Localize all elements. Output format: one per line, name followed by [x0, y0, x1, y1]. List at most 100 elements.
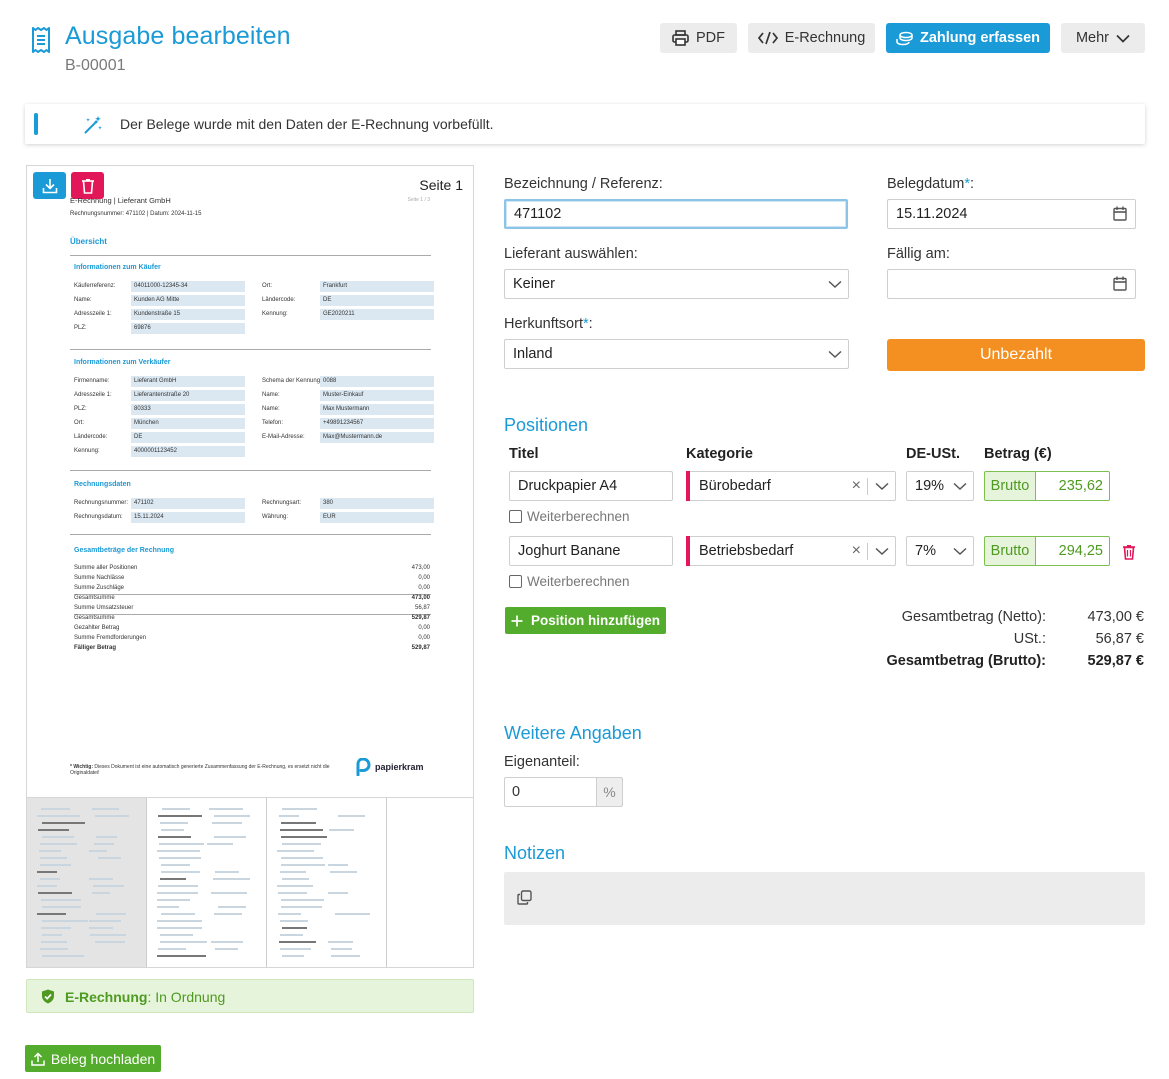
doc-total-label: Summe Umsatzsteuer [74, 605, 134, 611]
delete-document-button[interactable] [71, 172, 104, 199]
lieferant-label: Lieferant auswählen: [504, 246, 638, 262]
bezeichnung-input[interactable]: 471102 [504, 199, 848, 229]
herkunft-select[interactable]: Inland [504, 339, 849, 369]
brutto-value: 529,87 € [1087, 653, 1144, 669]
status-prefix: E-Rechnung [65, 989, 148, 1005]
thumbnail-line [42, 955, 84, 957]
document-number: B-00001 [65, 57, 126, 74]
thumbnail-line [280, 829, 323, 831]
thumbnail-page-1[interactable] [27, 798, 147, 967]
clear-icon[interactable]: × [851, 542, 861, 559]
faellig-label: Fällig am: [887, 246, 950, 262]
thumbnail-line [213, 878, 250, 880]
thumbnail-line [159, 843, 204, 845]
brutto-toggle[interactable]: Brutto [984, 471, 1036, 501]
doc-totals-title: Gesamtbeträge der Rechnung [74, 547, 174, 554]
position-kategorie-select[interactable]: Betriebsbedarf × [686, 536, 896, 566]
faellig-input[interactable] [887, 269, 1136, 299]
eigenanteil-value[interactable]: 0 [504, 777, 597, 807]
doc-field-value: 69876 [131, 323, 245, 334]
magic-wand-icon [84, 116, 102, 134]
chevron-down-icon [953, 547, 967, 556]
thumbnail-page-2[interactable] [147, 798, 267, 967]
thumbnail-line [40, 843, 77, 845]
doc-field-label: Kennung: [74, 448, 100, 454]
weiterberechnen-checkbox[interactable]: Weiterberechnen [509, 509, 630, 524]
thumbnail-line [157, 892, 198, 894]
calendar-icon[interactable] [1113, 206, 1127, 221]
category-color-bar [686, 471, 690, 501]
doc-field-label: Schema der Kennung: [262, 378, 322, 384]
ust-label: USt.: [1013, 631, 1046, 647]
position-betrag-field[interactable]: Brutto 294,25 [984, 536, 1110, 566]
thumbnail-line [280, 920, 308, 922]
belegdatum-input[interactable]: 15.11.2024 [887, 199, 1136, 229]
thumbnail-line [160, 822, 188, 824]
doc-field-value: 15.11.2024 [131, 512, 245, 523]
thumbnail-line [280, 948, 311, 950]
doc-field-value: München [131, 418, 245, 429]
clear-icon[interactable]: × [851, 477, 861, 494]
thumbnail-line [218, 906, 246, 908]
thumbnail-line [96, 913, 126, 915]
position-titel-input[interactable]: Joghurt Banane [509, 536, 673, 566]
thumbnail-line [160, 941, 207, 943]
payment-status-button[interactable]: Unbezahlt [887, 339, 1145, 371]
thumbnail-page-3[interactable] [267, 798, 387, 967]
checkbox-box[interactable] [509, 575, 522, 588]
e-rechnung-status: E-Rechnung: In Ordnung [26, 979, 474, 1013]
download-button[interactable] [33, 172, 66, 199]
thumbnail-line [95, 941, 125, 943]
thumbnail-line [95, 815, 129, 817]
copy-icon[interactable] [517, 890, 532, 905]
notizen-field[interactable] [504, 872, 1145, 925]
thumbnail-line [39, 850, 61, 852]
lieferant-select[interactable]: Keiner [504, 269, 849, 299]
thumbnail-line [278, 913, 301, 915]
beleg-hochladen-button[interactable]: Beleg hochladen [25, 1045, 161, 1072]
thumbnail-line [211, 941, 243, 943]
position-betrag-field[interactable]: Brutto 235,62 [984, 471, 1110, 501]
brutto-label: Gesamtbetrag (Brutto): [886, 653, 1046, 669]
thumbnail-line [214, 836, 246, 838]
position-betrag-value[interactable]: 294,25 [1036, 536, 1110, 566]
document-preview[interactable]: Seite 1 E-Rechnung | Lieferant GmbH Seit… [26, 165, 474, 968]
chevron-down-icon [828, 280, 842, 289]
col-betrag: Betrag (€) [984, 446, 1052, 462]
position-titel-value: Druckpapier A4 [518, 478, 618, 494]
eigenanteil-input[interactable]: 0 % [504, 777, 623, 807]
position-titel-input[interactable]: Druckpapier A4 [509, 471, 673, 501]
doc-field-value: 380 [320, 498, 434, 509]
pdf-button[interactable]: PDF [660, 23, 737, 53]
doc-field-value: EUR [320, 512, 434, 523]
doc-field-value: 0088 [320, 376, 434, 387]
doc-field-label: Ort: [74, 420, 84, 426]
chevron-down-icon [875, 482, 889, 491]
doc-field-value: DE [131, 432, 245, 443]
position-ust-select[interactable]: 7% [906, 536, 974, 566]
delete-position-icon[interactable] [1122, 544, 1136, 560]
position-ust-select[interactable]: 19% [906, 471, 974, 501]
thumbnail-line [89, 927, 113, 929]
doc-field-label: Ländercode: [74, 434, 108, 440]
thumbnail-line [282, 843, 321, 845]
thumbnail-line [161, 829, 184, 831]
brutto-toggle[interactable]: Brutto [984, 536, 1036, 566]
doc-seller-title: Informationen zum Verkäufer [74, 359, 171, 366]
checkbox-box[interactable] [509, 510, 522, 523]
thumbnail-line [41, 899, 81, 901]
status-text: : In Ordnung [147, 989, 226, 1005]
position-kategorie-select[interactable]: Bürobedarf × [686, 471, 896, 501]
position-betrag-value[interactable]: 235,62 [1036, 471, 1110, 501]
e-rechnung-button[interactable]: E-Rechnung [748, 23, 875, 53]
zahlung-erfassen-button[interactable]: Zahlung erfassen [886, 23, 1050, 53]
thumbnail-line [161, 913, 195, 915]
col-kategorie: Kategorie [686, 446, 753, 462]
calendar-icon[interactable] [1113, 276, 1127, 291]
thumbnail-line [280, 934, 303, 936]
mehr-dropdown-button[interactable]: Mehr [1061, 23, 1145, 53]
weiterberechnen-checkbox[interactable]: Weiterberechnen [509, 574, 630, 589]
add-position-button[interactable]: Position hinzufügen [505, 607, 666, 634]
thumbnail-line [157, 850, 200, 852]
chevron-down-icon [953, 482, 967, 491]
